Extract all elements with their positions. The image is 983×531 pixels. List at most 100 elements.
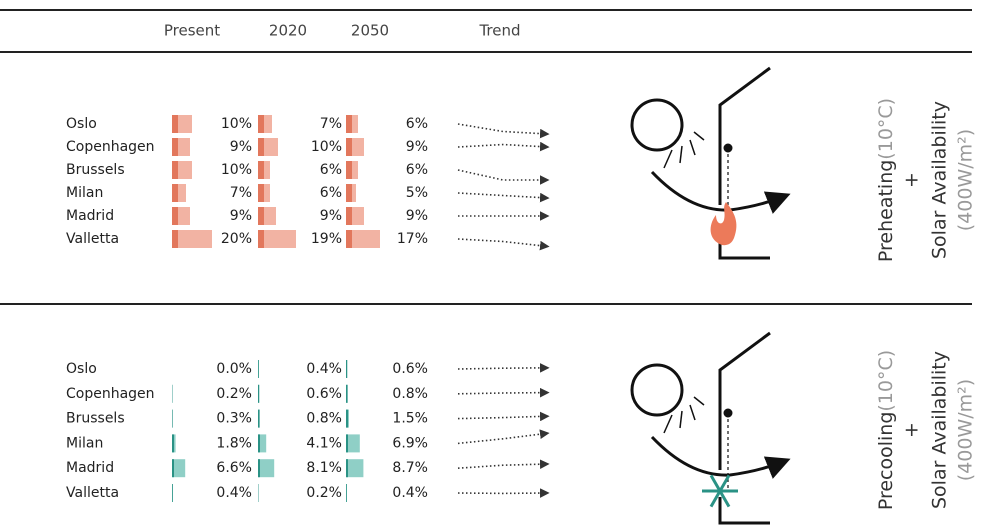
value-label: 9% <box>230 139 252 155</box>
bar-accent <box>172 115 178 133</box>
trend-line <box>457 429 550 445</box>
bar <box>346 138 364 156</box>
value-label: 6% <box>406 162 428 178</box>
city-label: Oslo <box>66 116 97 132</box>
bar-fill <box>346 459 364 478</box>
trend-line <box>457 123 550 139</box>
wall <box>718 66 771 205</box>
bar-fill <box>258 230 296 248</box>
mode: Preheating <box>875 160 897 262</box>
bar-accent <box>346 360 348 378</box>
bar-accent <box>346 138 352 156</box>
bar-fill <box>172 230 212 248</box>
bar-accent <box>258 434 260 453</box>
value-label: 8.7% <box>392 460 428 476</box>
value-label: 0.2% <box>216 386 252 402</box>
bar-fill <box>172 459 186 478</box>
bar-accent <box>346 459 348 478</box>
value-label: 0.4% <box>306 361 342 377</box>
bar <box>346 161 358 179</box>
value-label: 6.9% <box>392 435 428 451</box>
bar-accent <box>172 409 173 428</box>
value-label: 9% <box>230 208 252 224</box>
value-label: 7% <box>230 185 252 201</box>
bar <box>346 459 364 478</box>
bar-accent <box>258 459 260 478</box>
value-label: 10% <box>221 116 252 132</box>
bar-accent <box>172 230 178 248</box>
bar-accent <box>258 384 260 403</box>
trend-line <box>457 169 550 185</box>
bar-accent <box>258 230 264 248</box>
bar <box>258 161 270 179</box>
flow-arrow <box>650 435 791 479</box>
bar-accent <box>172 138 178 156</box>
wall <box>718 331 771 470</box>
city-label: Copenhagen <box>66 386 155 402</box>
column-header: 2050 <box>351 22 389 40</box>
bar-accent <box>258 161 264 179</box>
bar-accent <box>172 459 174 478</box>
bar-accent <box>258 360 259 378</box>
snow-arm <box>709 474 731 508</box>
value-label: 0.6% <box>392 361 428 377</box>
bar-accent <box>346 384 348 403</box>
city-label: Brussels <box>66 162 125 178</box>
value-label: 8.1% <box>306 460 342 476</box>
bar <box>172 138 190 156</box>
value-label: 0.2% <box>306 485 342 501</box>
bar <box>258 459 275 478</box>
value-label: 17% <box>397 231 428 247</box>
city-label: Madrid <box>66 208 114 224</box>
column-header: Present <box>164 22 220 40</box>
value-label: 9% <box>406 208 428 224</box>
value-label: 5% <box>406 185 428 201</box>
value-label: 6% <box>320 185 342 201</box>
ray <box>679 145 683 164</box>
bar <box>258 207 276 225</box>
plus: + <box>901 172 923 188</box>
bar-accent <box>258 138 264 156</box>
bar-accent <box>258 207 264 225</box>
sun <box>630 363 684 417</box>
bar <box>172 184 186 202</box>
ray <box>693 396 705 406</box>
value-label: 0.3% <box>216 411 252 427</box>
trend-line <box>457 411 550 422</box>
bar <box>258 434 267 453</box>
bar-accent <box>172 484 173 502</box>
city-label: Valletta <box>66 231 119 247</box>
bar-accent <box>172 207 178 225</box>
bar-accent <box>346 484 347 502</box>
side-label: Preheating(10°C) <box>875 98 897 262</box>
value-label: 0.6% <box>306 386 342 402</box>
bar <box>172 161 192 179</box>
ray <box>693 131 705 141</box>
bar-accent <box>258 184 264 202</box>
value-label: 6.6% <box>216 460 252 476</box>
irradiance: (400W/m²) <box>955 129 977 231</box>
bar <box>172 459 186 478</box>
plus: + <box>901 422 923 438</box>
value-label: 6% <box>320 162 342 178</box>
city-label: Oslo <box>66 361 97 377</box>
value-label: 20% <box>221 231 252 247</box>
trend-line <box>457 238 550 251</box>
bar-accent <box>346 434 348 453</box>
city-label: Valletta <box>66 485 119 501</box>
bar-accent <box>172 184 178 202</box>
bar <box>258 184 270 202</box>
trend-line <box>457 192 550 203</box>
bar <box>258 230 296 248</box>
bar <box>346 115 358 133</box>
ray <box>689 139 696 156</box>
ray <box>663 149 673 169</box>
bar-accent <box>346 184 352 202</box>
ray <box>689 404 696 421</box>
availability: Solar Availability <box>929 101 951 259</box>
bar-fill <box>258 434 267 453</box>
side-label: Precooling(10°C) <box>875 350 897 510</box>
value-label: 4.1% <box>306 435 342 451</box>
building-icon <box>630 66 791 260</box>
bar-fill <box>346 434 360 453</box>
